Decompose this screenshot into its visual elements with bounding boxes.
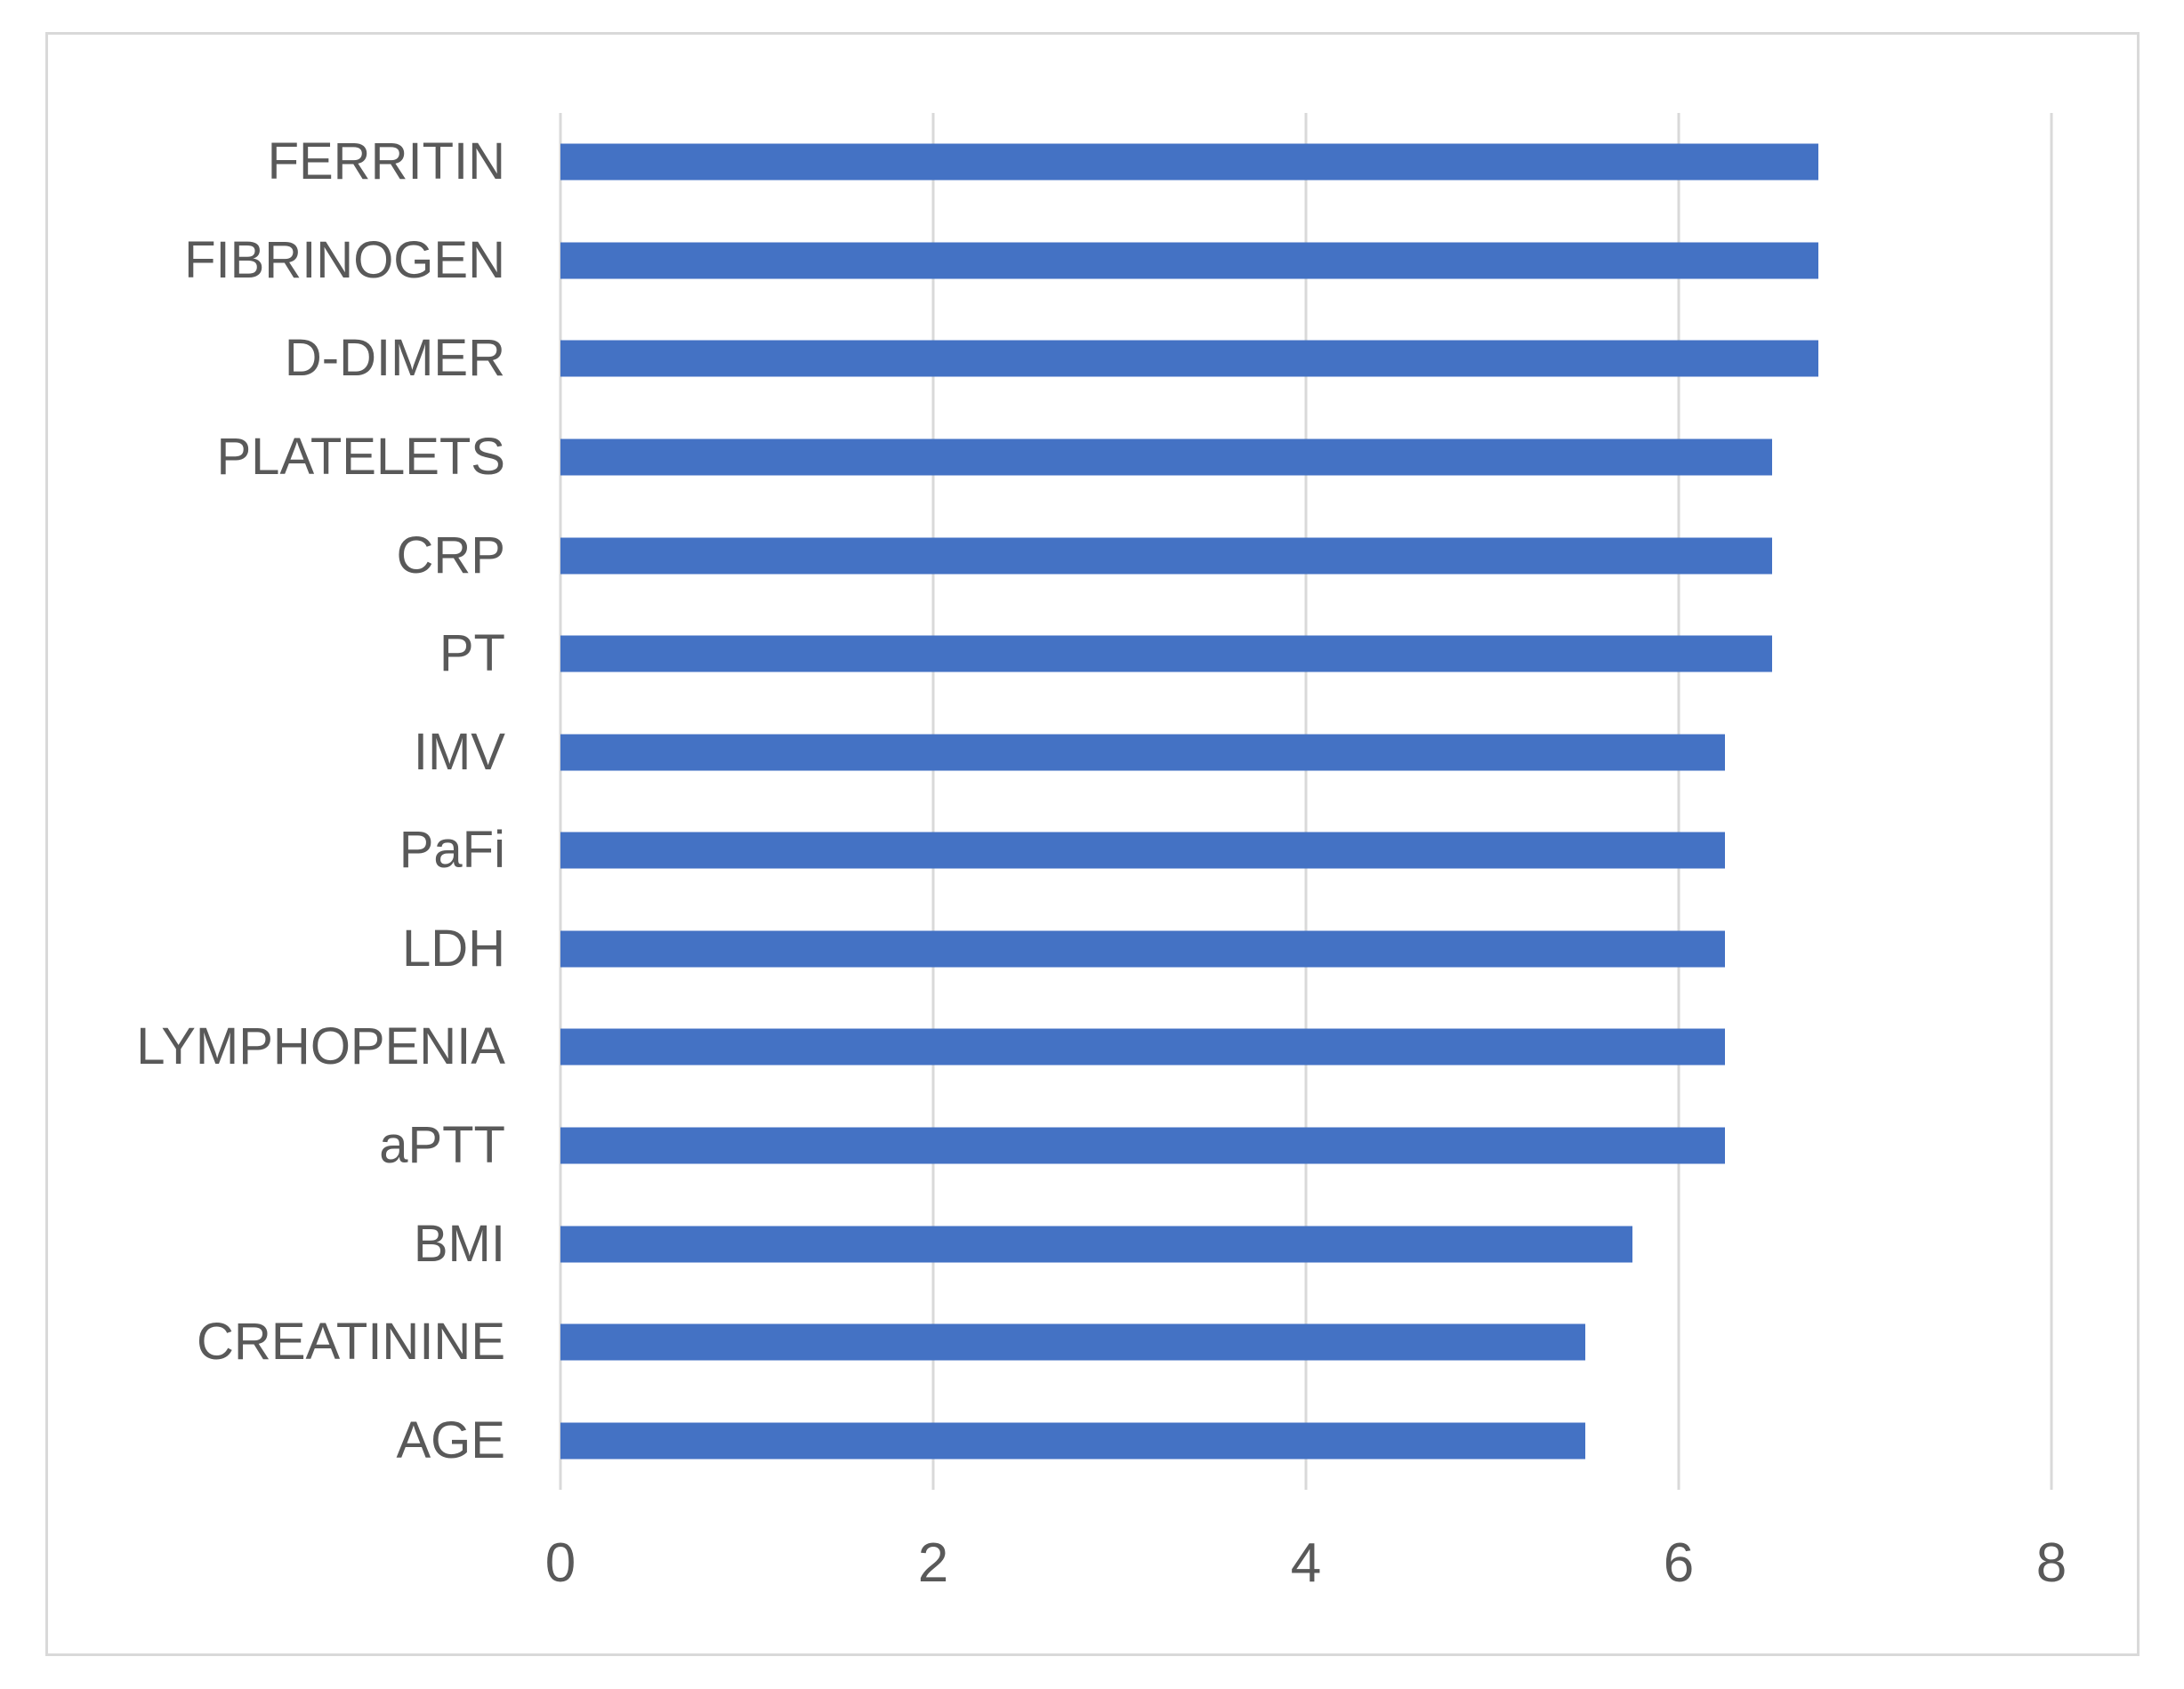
bar-crp	[560, 537, 1772, 575]
chart-row: CRP	[397, 506, 2051, 605]
x-tick-label: 0	[544, 1532, 576, 1594]
chart-row: IMV	[414, 703, 2051, 801]
chart-row: PaFi	[399, 801, 2051, 900]
gridline-x-0	[559, 113, 562, 1490]
bar-ldh	[560, 930, 1726, 968]
category-label: LDH	[401, 919, 505, 977]
bar-d-dimer	[560, 340, 1819, 377]
category-label: PaFi	[399, 821, 505, 880]
chart-row: FERRITIN	[268, 113, 2051, 212]
category-label: BMI	[413, 1214, 505, 1273]
bar-platelets	[560, 438, 1772, 476]
bar-pt	[560, 635, 1772, 672]
chart-row: PT	[439, 605, 2051, 704]
category-label: PT	[439, 624, 505, 683]
chart-row: LDH	[402, 900, 2051, 999]
gridline-x-8	[2050, 113, 2053, 1490]
chart-row: LYMPHOPENIA	[136, 998, 2051, 1097]
x-tick-label: 6	[1663, 1532, 1695, 1594]
chart-row: D-DIMER	[285, 310, 2051, 408]
gridline-x-6	[1677, 113, 1680, 1490]
bar-imv	[560, 734, 1726, 771]
gridline-x-4	[1304, 113, 1308, 1490]
category-label: FIBRINOGEN	[184, 230, 505, 289]
chart-row: aPTT	[379, 1097, 2051, 1195]
x-tick-label: 2	[917, 1532, 949, 1594]
bar-creatinine	[560, 1323, 1586, 1361]
category-label: AGE	[396, 1411, 506, 1469]
category-label: CRP	[396, 526, 505, 584]
chart-row: BMI	[414, 1194, 2051, 1293]
bar-ferritin	[560, 143, 1819, 181]
chart-row: PLATELETS	[217, 408, 2051, 507]
category-label: CREATININE	[197, 1313, 505, 1371]
category-label: PLATELETS	[216, 427, 506, 486]
chart-frame: FERRITIN FIBRINOGEN D-DIMER PLATELETS CRP PT I…	[45, 32, 2140, 1656]
bar-bmi	[560, 1226, 1632, 1263]
category-label: FERRITIN	[267, 133, 505, 191]
chart-row: AGE	[397, 1391, 2051, 1490]
chart-row: CREATININE	[197, 1293, 2051, 1392]
bar-fibrinogen	[560, 242, 1819, 279]
chart-row: FIBRINOGEN	[184, 212, 2051, 310]
x-tick-label: 8	[2035, 1532, 2067, 1594]
bar-lymphopenia	[560, 1028, 1726, 1066]
x-tick-label: 4	[1290, 1532, 1322, 1594]
bar-age	[560, 1422, 1586, 1460]
bar-pafi	[560, 832, 1726, 869]
category-label: LYMPHOPENIA	[136, 1017, 505, 1076]
bar-aptt	[560, 1127, 1726, 1164]
category-label: aPTT	[379, 1115, 505, 1174]
gridline-x-2	[931, 113, 935, 1490]
category-label: D-DIMER	[284, 329, 505, 388]
category-label: IMV	[413, 722, 505, 781]
plot-area: FERRITIN FIBRINOGEN D-DIMER PLATELETS CRP PT I…	[136, 113, 2067, 1591]
